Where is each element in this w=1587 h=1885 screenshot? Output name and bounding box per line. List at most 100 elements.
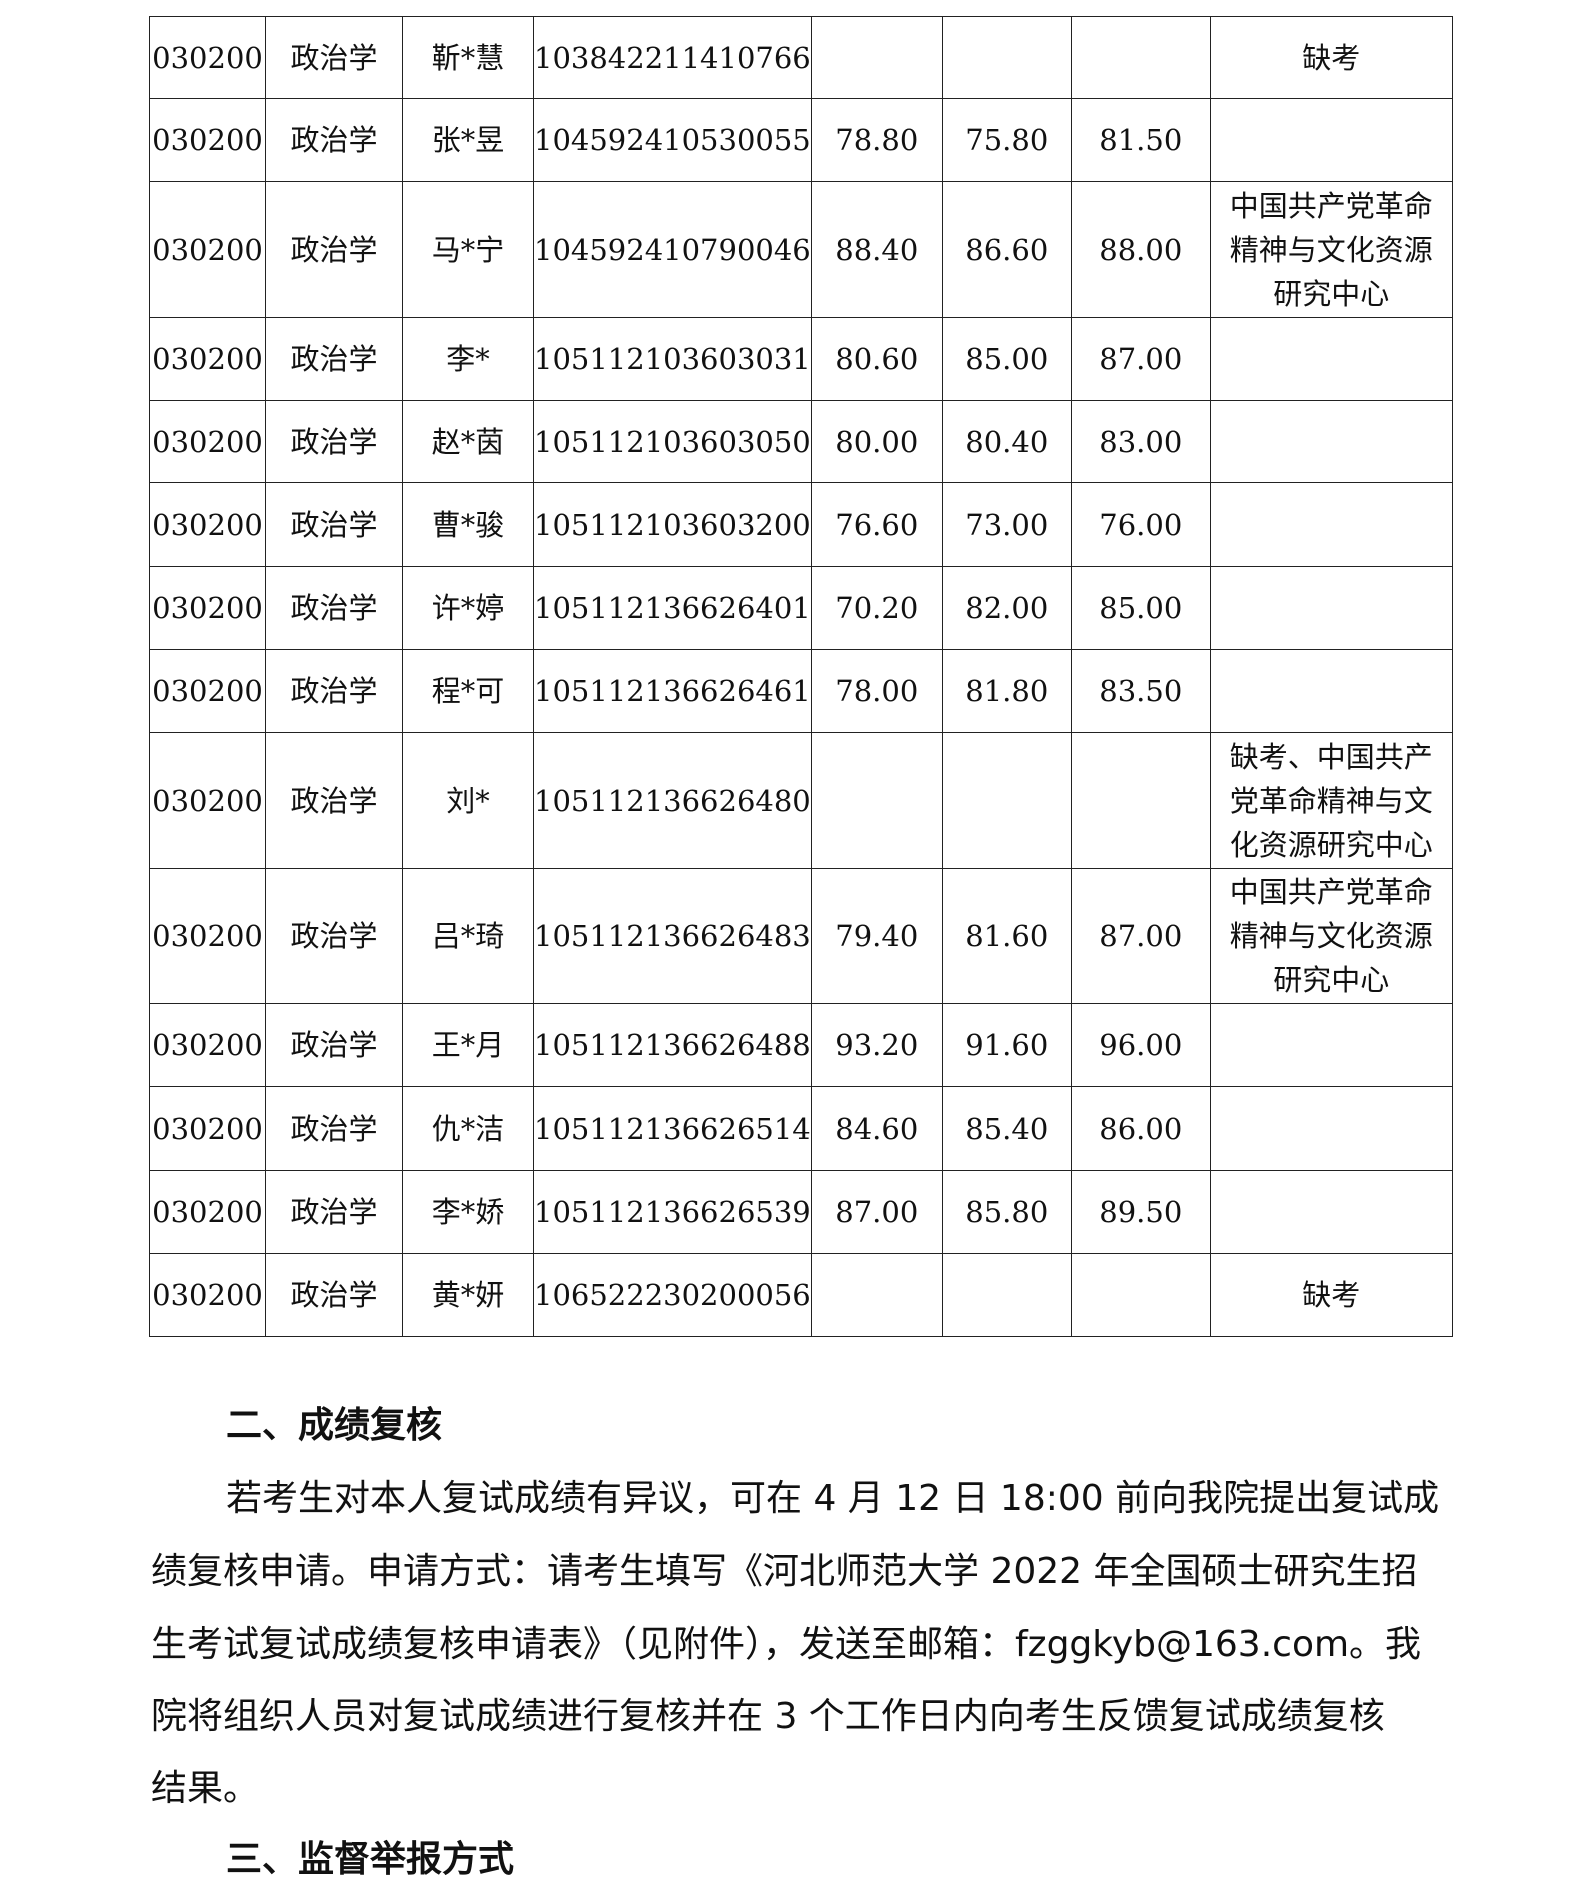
table-row: 030200 政治学 靳*慧 103842211410766 缺考 (149, 16, 1453, 99)
candidate-name-cell: 马*宁 (402, 181, 534, 318)
score-1-cell: 79.40 (810, 868, 943, 1004)
score-3-cell: 86.00 (1070, 1086, 1211, 1171)
exam-id-cell: 104592410790046 (533, 181, 812, 318)
exam-id-cell: 105112136626514 (533, 1086, 812, 1171)
major-code-cell: 030200 (149, 732, 266, 869)
major-code-cell: 030200 (149, 649, 266, 733)
score-2-cell: 86.60 (941, 181, 1072, 318)
remark-cell: 缺考、中国共产党革命精神与文化资源研究中心 (1209, 732, 1453, 869)
paragraph-line: 若考生对本人复试成绩有异议，可在 4 月 12 日 18:00 前向我院提出复试… (226, 1478, 1440, 1519)
score-2-cell: 85.80 (941, 1170, 1072, 1254)
major-name-cell: 政治学 (265, 1170, 403, 1254)
major-name-cell: 政治学 (265, 1086, 403, 1171)
score-1-cell (810, 16, 943, 99)
score-2-cell: 85.40 (941, 1086, 1072, 1171)
score-1-cell (810, 732, 943, 869)
candidate-name-cell: 王*月 (402, 1003, 534, 1087)
score-2-cell: 85.00 (941, 317, 1072, 401)
major-code-cell: 030200 (149, 566, 266, 650)
major-name-cell: 政治学 (265, 649, 403, 733)
major-code-cell: 030200 (149, 98, 266, 182)
score-1-cell: 88.40 (810, 181, 943, 318)
remark-cell (1209, 1086, 1453, 1171)
table-row: 030200 政治学 张*昱 104592410530055 78.80 75.80 81.… (149, 98, 1453, 182)
candidate-name-cell: 李* (402, 317, 534, 401)
remark-cell (1209, 649, 1453, 733)
remark-text: 缺考 (1302, 40, 1361, 75)
major-code-cell: 030200 (149, 482, 266, 567)
score-3-cell (1070, 732, 1211, 869)
score-2-cell: 81.80 (941, 649, 1072, 733)
major-name-cell: 政治学 (265, 732, 403, 869)
major-name-cell: 政治学 (265, 317, 403, 401)
score-2-cell (941, 16, 1072, 99)
remark-cell (1209, 317, 1453, 401)
candidate-name-cell: 仇*洁 (402, 1086, 534, 1171)
table-row: 030200 政治学 吕*琦 105112136626483 79.40 81.60 87.… (149, 868, 1453, 1004)
major-name-cell: 政治学 (265, 868, 403, 1004)
score-1-cell: 76.60 (810, 482, 943, 567)
major-code-cell: 030200 (149, 868, 266, 1004)
major-code-cell: 030200 (149, 1253, 266, 1337)
candidate-name-cell: 刘* (402, 732, 534, 869)
score-3-cell: 96.00 (1070, 1003, 1211, 1087)
major-name-cell: 政治学 (265, 181, 403, 318)
major-name-cell: 政治学 (265, 566, 403, 650)
score-1-cell (810, 1253, 943, 1337)
major-name-cell: 政治学 (265, 482, 403, 567)
candidate-name-cell: 靳*慧 (402, 16, 534, 99)
major-code-cell: 030200 (149, 400, 266, 483)
score-3-cell (1070, 1253, 1211, 1337)
score-2-cell: 82.00 (941, 566, 1072, 650)
major-code-cell: 030200 (149, 317, 266, 401)
exam-id-cell: 105112136626483 (533, 868, 812, 1004)
score-2-cell (941, 1253, 1072, 1337)
paragraph-line: 院将组织人员对复试成绩进行复核并在 3 个工作日内向考生反馈复试成绩复核 (151, 1696, 1385, 1737)
exam-id-cell: 105112136626488 (533, 1003, 812, 1087)
score-1-cell: 93.20 (810, 1003, 943, 1087)
score-1-cell: 70.20 (810, 566, 943, 650)
score-2-cell: 73.00 (941, 482, 1072, 567)
remark-cell (1209, 1170, 1453, 1254)
candidate-name-cell: 黄*妍 (402, 1253, 534, 1337)
candidate-name-cell: 许*婷 (402, 566, 534, 650)
score-2-cell (941, 732, 1072, 869)
remark-text: 中国共产党革命精神与文化资源研究中心 (1229, 188, 1433, 311)
exam-id-cell: 105112103603200 (533, 482, 812, 567)
exam-id-cell: 105112103603050 (533, 400, 812, 483)
score-3-cell: 88.00 (1070, 181, 1211, 318)
table-row: 030200 政治学 李*娇 105112136626539 87.00 85.80 89.… (149, 1170, 1453, 1254)
remark-cell (1209, 566, 1453, 650)
score-2-cell: 81.60 (941, 868, 1072, 1004)
exam-id-cell: 104592410530055 (533, 98, 812, 182)
score-1-cell: 87.00 (810, 1170, 943, 1254)
major-name-cell: 政治学 (265, 1253, 403, 1337)
candidate-name-cell: 吕*琦 (402, 868, 534, 1004)
score-1-cell: 78.00 (810, 649, 943, 733)
remark-cell (1209, 1003, 1453, 1087)
table-row: 030200 政治学 李* 105112103603031 80.60 85.00 87.0… (149, 317, 1453, 401)
exam-id-cell: 106522230200056 (533, 1253, 812, 1337)
remark-cell: 中国共产党革命精神与文化资源研究中心 (1209, 868, 1453, 1004)
remark-text: 缺考、中国共产党革命精神与文化资源研究中心 (1229, 739, 1433, 862)
table-row: 030200 政治学 马*宁 104592410790046 88.40 86.60 88.… (149, 181, 1453, 318)
candidate-name-cell: 曹*骏 (402, 482, 534, 567)
score-2-cell: 75.80 (941, 98, 1072, 182)
paragraph-line: 绩复核申请。申请方式：请考生填写《河北师范大学 2022 年全国硕士研究生招 (151, 1551, 1418, 1592)
score-3-cell: 87.00 (1070, 317, 1211, 401)
score-2-cell: 91.60 (941, 1003, 1072, 1087)
score-3-cell: 85.00 (1070, 566, 1211, 650)
score-3-cell (1070, 16, 1211, 99)
score-3-cell: 81.50 (1070, 98, 1211, 182)
paragraph-line: 生考试复试成绩复核申请表》（见附件），发送至邮箱：fzggkyb@163.com… (151, 1624, 1422, 1665)
exam-id-cell: 105112136626401 (533, 566, 812, 650)
remark-cell (1209, 98, 1453, 182)
remark-text: 中国共产党革命精神与文化资源研究中心 (1229, 875, 1433, 997)
section-heading-score-review: 二、成绩复核 (226, 1405, 443, 1446)
remark-cell: 缺考 (1209, 16, 1453, 99)
candidate-name-cell: 赵*茵 (402, 400, 534, 483)
table-row: 030200 政治学 程*可 105112136626461 78.00 81.80 83.… (149, 649, 1453, 733)
major-code-cell: 030200 (149, 16, 266, 99)
major-name-cell: 政治学 (265, 400, 403, 483)
table-row: 030200 政治学 王*月 105112136626488 93.20 91.60 96.… (149, 1003, 1453, 1087)
